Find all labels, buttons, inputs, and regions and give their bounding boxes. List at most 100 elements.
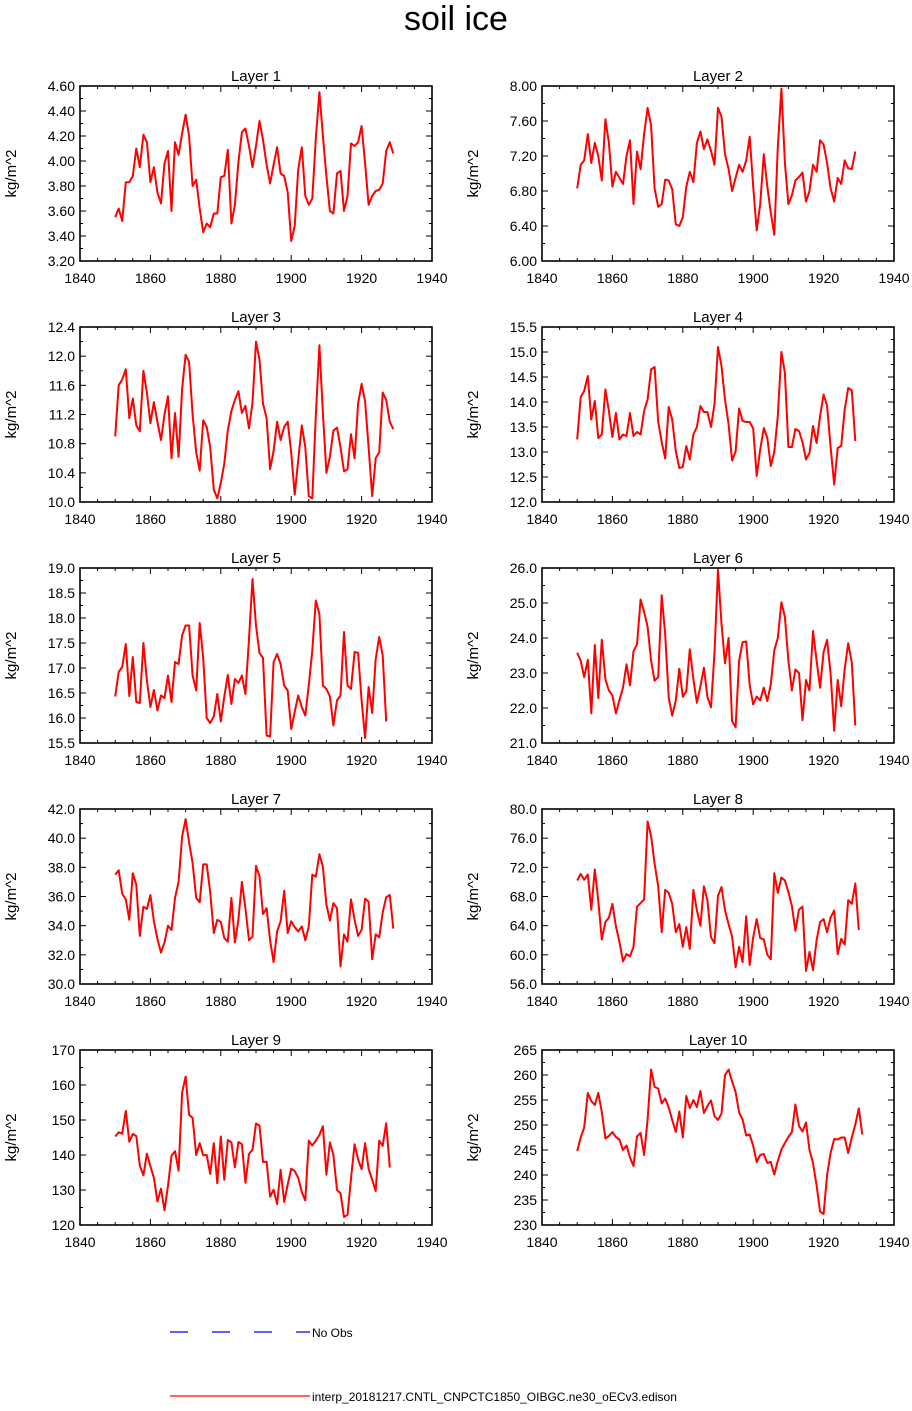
x-tick-label: 1840 [526,993,557,1009]
plot-frame [79,1049,433,1226]
x-tick-label: 1860 [597,511,628,527]
y-tick-label: 16.0 [48,710,75,726]
x-tick-label: 1880 [205,993,236,1009]
y-tick-label: 130 [52,1182,76,1198]
x-tick-label: 1880 [205,1234,236,1250]
panel-layer-2: Layer 2 kg/m^2 1840 1860 1880 1900 1920 1940 6.0… [465,68,910,286]
y-tick-label: 8.00 [510,78,537,94]
x-tick-label: 1900 [276,511,307,527]
panel-layer-7: Layer 7 kg/m^2 1840 1860 1880 1900 1920 1940 30.… [3,791,448,1009]
panel-title: Layer 4 [693,309,743,326]
x-tick-label: 1840 [64,752,95,768]
y-tick-label: 38.0 [48,859,75,875]
y-tick-label: 240 [514,1167,538,1183]
y-tick-label: 10.8 [48,436,75,452]
plot-frame [541,326,895,503]
x-tick-label: 1920 [346,511,377,527]
y-tick-label: 30.0 [48,976,75,992]
x-tick-label: 1900 [738,752,769,768]
panel-layer-9: Layer 9 kg/m^2 1840 1860 1880 1900 1920 1940 120… [3,1032,448,1250]
plot-frame [541,808,895,985]
x-tick-label: 1900 [738,1234,769,1250]
y-tick-label: 15.5 [48,735,75,751]
y-tick-label: 7.20 [510,148,537,164]
x-tick-label: 1920 [346,993,377,1009]
y-tick-label: 68.0 [510,889,537,905]
x-tick-label: 1860 [597,1234,628,1250]
panel-grid: Layer 1 kg/m^2 1840 1860 1880 1900 1920 1940 3.2… [3,68,910,1250]
y-tick-label: 230 [514,1217,538,1233]
panel-layer-5: Layer 5 kg/m^2 1840 1860 1880 1900 1920 1940 15.… [3,550,448,768]
x-tick-label: 1940 [878,270,909,286]
panel-title: Layer 7 [231,791,281,808]
x-tick-label: 1860 [135,1234,166,1250]
x-tick-label: 1900 [738,511,769,527]
x-tick-label: 1880 [667,1234,698,1250]
x-tick-label: 1840 [64,270,95,286]
y-tick-label: 3.80 [48,178,75,194]
series-line-1 [576,1068,864,1215]
series-line-1 [576,346,857,486]
x-tick-label: 1880 [667,752,698,768]
panel-title: Layer 9 [231,1032,281,1049]
y-tick-label: 19.0 [48,560,75,576]
y-tick-label: 40.0 [48,830,75,846]
x-tick-label: 1940 [878,993,909,1009]
x-tick-label: 1840 [526,511,557,527]
y-tick-label: 17.5 [48,635,75,651]
y-tick-label: 72.0 [510,859,537,875]
x-tick-label: 1860 [135,993,166,1009]
y-tick-label: 4.20 [48,128,75,144]
y-tick-label: 23.0 [510,665,537,681]
series-line-1 [114,578,388,739]
x-tick-label: 1880 [667,511,698,527]
x-tick-label: 1860 [597,270,628,286]
x-tick-label: 1860 [135,270,166,286]
x-tick-label: 1920 [808,511,839,527]
x-tick-label: 1880 [667,993,698,1009]
x-tick-label: 1900 [276,752,307,768]
x-tick-label: 1860 [597,993,628,1009]
x-tick-label: 1920 [808,270,839,286]
x-tick-label: 1900 [276,993,307,1009]
y-tick-label: 6.00 [510,253,537,269]
series-line-1 [114,818,395,968]
series-line-1 [576,820,860,972]
x-tick-label: 1880 [205,270,236,286]
x-tick-label: 1880 [205,752,236,768]
x-tick-label: 1940 [416,993,447,1009]
y-tick-label: 245 [514,1142,538,1158]
series-line-1 [114,1075,391,1218]
y-axis-label: kg/m^2 [3,150,20,198]
y-tick-label: 6.40 [510,218,537,234]
plot-frame [541,567,895,744]
x-tick-label: 1900 [738,270,769,286]
y-tick-label: 6.80 [510,183,537,199]
y-axis-label: kg/m^2 [465,632,482,680]
x-tick-label: 1900 [738,993,769,1009]
y-tick-label: 7.60 [510,113,537,129]
x-tick-label: 1900 [276,1234,307,1250]
y-axis-label: kg/m^2 [465,150,482,198]
y-axis-label: kg/m^2 [3,873,20,921]
legend: No Obs interp_20181217.CNTL_CNPCTC1850_O… [170,1326,677,1404]
y-tick-label: 260 [514,1067,538,1083]
x-tick-label: 1940 [416,270,447,286]
plot-frame [541,85,895,262]
y-tick-label: 80.0 [510,801,537,817]
y-axis-label: kg/m^2 [465,873,482,921]
x-tick-label: 1940 [416,1234,447,1250]
y-tick-label: 170 [52,1042,76,1058]
y-tick-label: 250 [514,1117,538,1133]
y-tick-label: 235 [514,1192,538,1208]
panel-title: Layer 6 [693,550,743,567]
x-tick-label: 1840 [526,752,557,768]
y-tick-label: 160 [52,1077,76,1093]
x-tick-label: 1940 [878,511,909,527]
y-tick-label: 18.5 [48,585,75,601]
panel-title: Layer 3 [231,309,281,326]
plot-frame [541,1049,895,1226]
y-tick-label: 4.40 [48,103,75,119]
